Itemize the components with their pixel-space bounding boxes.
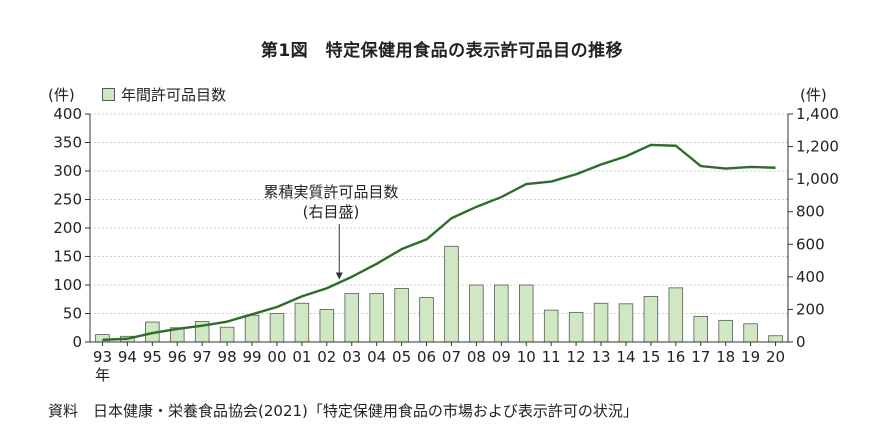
x-tick-label-09: 09 [492,348,511,366]
left-tick-label-250: 250 [53,191,82,209]
x-tick-label-01: 01 [292,348,311,366]
right-tick-label-600: 600 [796,235,825,253]
bar-16 [668,287,684,343]
x-tick-label-17: 17 [691,348,710,366]
bar-02 [319,309,335,343]
x-tick-label-10: 10 [517,348,536,366]
x-tick-label-97: 97 [193,348,212,366]
bar-08 [469,284,484,343]
bar-07 [444,245,459,343]
left-tick-label-0: 0 [72,333,82,351]
x-tick-label-03: 03 [342,348,361,366]
x-tick-label-20: 20 [766,348,785,366]
bar-09 [494,284,509,343]
right-tick-label-1000: 1,000 [796,170,839,188]
bar-15 [643,295,659,343]
left-tick-label-150: 150 [53,248,82,266]
x-tick-label-94: 94 [118,348,137,366]
bar-01 [294,302,310,343]
bar-06 [419,297,434,343]
left-tick-label-300: 300 [53,162,82,180]
x-tick-label-99: 99 [242,348,261,366]
bar-05 [394,288,409,343]
x-tick-label-13: 13 [591,348,610,366]
bar-17 [693,315,709,343]
right-axis-unit: (件) [800,86,827,104]
cumulative-line [102,143,776,342]
bar-00 [269,313,285,343]
x-tick-label-02: 02 [317,348,336,366]
line-annotation: 累積実質許可品目数 (右目盛) [236,182,426,222]
x-tick-label-11: 11 [542,348,561,366]
right-tick-label-800: 800 [796,203,825,221]
x-tick-label-93: 93 [93,348,112,366]
x-tick-label-04: 04 [367,348,386,366]
right-tick-label-1200: 1,200 [796,138,839,156]
left-tick-label-400: 400 [53,105,82,123]
right-tick-label-400: 400 [796,268,825,286]
legend-bar-swatch [102,88,115,101]
x-tick-label-98: 98 [218,348,237,366]
legend: 年間許可品目数 [102,84,226,105]
left-tick-label-50: 50 [63,305,82,323]
source-note: 資料 日本健康・栄養食品協会(2021)「特定保健用食品の市場および表示許可の状… [48,402,638,420]
bar-18 [718,319,733,343]
x-tick-label-00: 00 [267,348,286,366]
annotation-arrow-head [335,272,343,280]
x-tick-label-16: 16 [666,348,685,366]
bar-03 [344,293,360,343]
bar-98 [219,326,235,343]
bar-12 [568,311,584,343]
bar-04 [369,293,384,343]
x-tick-label-95: 95 [143,348,162,366]
right-tick-label-0: 0 [796,333,806,351]
x-tick-label-19: 19 [741,348,760,366]
x-tick-label-05: 05 [392,348,411,366]
x-tick-label-12: 12 [567,348,586,366]
x-tick-label-08: 08 [467,348,486,366]
left-axis-unit: (件) [48,86,75,104]
bar-10 [518,284,534,343]
x-tick-label-14: 14 [616,348,635,366]
bar-99 [244,314,260,343]
chart-title: 第1図 特定保健用食品の表示許可品目の推移 [260,41,624,61]
bar-13 [593,302,609,343]
left-tick-label-100: 100 [53,276,82,294]
x-tick-label-07: 07 [442,348,461,366]
bar-11 [543,309,559,343]
x-tick-label-96: 96 [168,348,187,366]
annotation-line2: (右目盛) [302,203,360,221]
bar-93 [95,334,110,343]
left-tick-label-350: 350 [53,134,82,152]
legend-bar-label: 年間許可品目数 [121,86,227,104]
right-tick-label-200: 200 [796,300,825,318]
bar-14 [618,303,634,343]
x-tick-label-15: 15 [641,348,660,366]
x-axis-year-suffix: 年 [95,366,110,384]
bar-20 [768,335,783,343]
left-tick-label-200: 200 [53,219,82,237]
bar-19 [743,323,758,343]
x-tick-label-18: 18 [716,348,735,366]
right-tick-label-1400: 1,400 [796,105,839,123]
annotation-line1: 累積実質許可品目数 [263,183,399,201]
x-tick-label-06: 06 [417,348,436,366]
